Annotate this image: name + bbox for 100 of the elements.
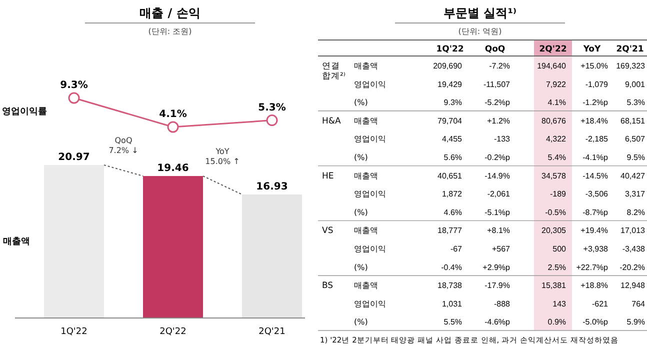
text: -0.5% [545, 208, 566, 217]
category-label: 매출액 [354, 226, 378, 236]
category-label: (%) [354, 98, 368, 108]
category-label: VS [322, 226, 334, 236]
text: 80,676 [542, 116, 566, 126]
text: -0.4% [441, 262, 462, 272]
text: -5.1%p [484, 208, 510, 217]
text: 5.3% [626, 98, 645, 108]
text: -17.9% [484, 281, 510, 290]
text: 3,317 [624, 190, 645, 199]
text: 7,922 [546, 80, 566, 89]
text: -5.0%p [582, 318, 608, 327]
x-tick-label: 2Q'21 [258, 327, 286, 337]
text: 부문별 실적¹⁾ [444, 6, 516, 20]
text: 143 [552, 299, 566, 308]
text: -4.1%p [582, 153, 608, 162]
category-label: 영업이익 [354, 190, 386, 199]
text: -14.9% [484, 171, 510, 180]
data-label: 9.3% [60, 80, 88, 91]
text: 4,322 [546, 134, 566, 144]
category-label: 매출액 [354, 116, 378, 126]
y-axis-title: 영업이익률 [2, 107, 47, 117]
text: -189 [550, 190, 566, 199]
text: +18.8% [580, 281, 608, 290]
text: 9.3% [444, 98, 462, 108]
text: -1,079 [585, 80, 608, 89]
text: +19.4% [580, 226, 608, 236]
text: 40,651 [438, 171, 462, 180]
text: +22.7%p [576, 262, 608, 272]
text: -3,438 [622, 244, 645, 254]
text: 5.5% [444, 318, 462, 327]
text: +1.2% [487, 116, 510, 126]
text: -0.2%p [484, 153, 510, 162]
text: 194,640 [537, 62, 566, 70]
text: +567 [492, 244, 510, 254]
text: 4.6% [444, 208, 462, 217]
chart-title: 매출 / 손익 [140, 6, 200, 20]
category-label: BS [322, 281, 334, 292]
text: -14.5% [582, 171, 608, 180]
y-axis-title: 매출액 [3, 236, 30, 247]
text: 500 [552, 244, 566, 254]
category-label: 1Q'22 [436, 44, 464, 54]
text: -888 [494, 299, 510, 308]
text: 9,001 [624, 80, 645, 89]
text: 209,690 [433, 62, 462, 70]
text: -4.6%p [484, 318, 510, 327]
category-label: H&A [322, 116, 341, 126]
text: -5.2%p [484, 98, 510, 108]
text: 4,455 [442, 134, 462, 144]
text: 18,738 [438, 281, 462, 290]
text: 5.6% [444, 153, 462, 162]
data-label: 4.1% [159, 109, 187, 120]
text: -67 [450, 244, 462, 254]
text: 9.5% [626, 153, 645, 162]
text: 79,704 [438, 116, 462, 126]
text: 1,872 [442, 190, 462, 199]
text: 17,013 [620, 226, 645, 236]
text: +18.4% [580, 116, 608, 126]
text: -621 [592, 299, 608, 308]
category-label: QoQ [484, 44, 506, 54]
text: 19,429 [438, 80, 462, 89]
category-label: (%) [354, 262, 368, 272]
text: 169,323 [616, 62, 645, 70]
category-label: 매출액 [354, 171, 378, 180]
category-label: 매출액 [354, 281, 378, 290]
category-label: HE [322, 171, 334, 182]
text: (단위: 억원) [458, 27, 502, 36]
text: 0.9% [548, 318, 566, 327]
data-label: 16.93 [256, 181, 288, 192]
text: 4.1% [548, 98, 566, 108]
category-label: 영업이익 [354, 244, 386, 254]
text: 8.2% [626, 208, 645, 217]
text: 18,777 [438, 226, 462, 236]
text: 68,151 [620, 116, 645, 126]
data-label: 19.46 [157, 163, 189, 174]
category-label: (%) [354, 318, 368, 327]
text: 20,305 [542, 226, 566, 236]
category-label: (%) [354, 208, 368, 217]
category-label: 영업이익 [354, 134, 386, 144]
text: 764 [632, 299, 645, 308]
text: +2.9%p [482, 262, 510, 272]
text: -133 [494, 134, 510, 144]
text: 6,507 [624, 134, 645, 144]
text: -1.2%p [582, 98, 608, 108]
text: -11,507 [483, 80, 510, 89]
text: -20.2% [620, 262, 645, 272]
category-label: 연결 합계²⁾ [322, 62, 346, 82]
text: -8.7%p [582, 208, 608, 217]
annotation: YoY 15.0% ↑ [205, 147, 240, 166]
chart-subtitle: (단위: 조원) [148, 27, 192, 36]
category-label: 영업이익 [354, 80, 386, 89]
x-tick-label: 1Q'22 [60, 327, 88, 337]
text: 15,381 [542, 281, 566, 290]
text: +15.0% [580, 62, 608, 70]
text: 34,578 [542, 171, 566, 180]
text: +3,938 [583, 244, 608, 254]
category-label: 2Q'21 [616, 44, 644, 54]
category-label: 매출액 [354, 62, 378, 70]
text: -2,185 [585, 134, 608, 144]
category-label: YoY [582, 44, 602, 54]
